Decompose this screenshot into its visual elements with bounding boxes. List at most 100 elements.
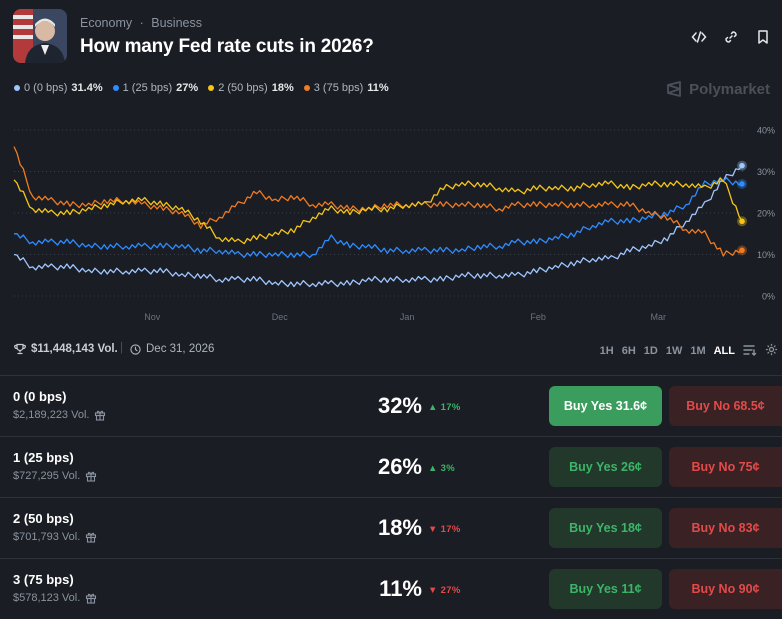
- series-end-dot: [739, 162, 745, 169]
- outcome-probability: 11%: [379, 576, 422, 601]
- gift-icon[interactable]: [94, 409, 106, 421]
- legend-pct: 27%: [176, 82, 199, 94]
- outcome-volume: $2,189,223 Vol.: [13, 409, 90, 421]
- breadcrumb-separator: ·: [139, 16, 144, 30]
- legend-item: 1 (25 bps) 27%: [112, 82, 199, 94]
- y-tick-label: 40%: [757, 126, 775, 136]
- settings-gear-icon[interactable]: [765, 343, 778, 359]
- outcome-row[interactable]: 0 (0 bps) $2,189,223 Vol. 32% ▲ 17% Buy …: [0, 375, 782, 436]
- outcome-row[interactable]: 2 (50 bps) $701,793 Vol. 18% ▼ 17% Buy Y…: [0, 497, 782, 558]
- legend-item: 0 (0 bps) 31.4%: [14, 82, 103, 94]
- buy-no-button[interactable]: Buy No 90¢: [669, 569, 782, 609]
- trophy-icon: [14, 343, 26, 355]
- end-date: Dec 31, 2026: [146, 343, 215, 355]
- arrow-up-icon: ▲: [428, 402, 438, 413]
- legend-item: 2 (50 bps) 18%: [208, 82, 294, 94]
- embed-code-icon[interactable]: [690, 28, 708, 46]
- change-value: 27%: [440, 585, 461, 596]
- range-1h[interactable]: 1H: [599, 345, 614, 357]
- x-tick-label: Mar: [651, 312, 667, 322]
- y-tick-label: 20%: [757, 209, 775, 219]
- time-range-selector: 1H 6H 1D 1W 1M ALL: [600, 343, 778, 359]
- bookmark-icon[interactable]: [754, 28, 772, 46]
- range-all[interactable]: ALL: [713, 345, 735, 357]
- outcome-name: 0 (0 bps): [13, 389, 67, 404]
- gift-icon[interactable]: [85, 531, 97, 543]
- buy-yes-button[interactable]: Buy Yes 11¢: [549, 569, 662, 609]
- series-end-dot: [739, 218, 745, 225]
- outcome-probability: 26%: [377, 454, 422, 479]
- page-title: How many Fed rate cuts in 2026?: [80, 36, 374, 57]
- total-volume: $11,448,143 Vol.: [31, 343, 118, 355]
- polymarket-watermark: Polymarket: [665, 80, 770, 98]
- series-line: [13, 177, 743, 245]
- buy-yes-button[interactable]: Buy Yes 31.6¢: [549, 386, 662, 426]
- outcome-row[interactable]: 1 (25 bps) $727,295 Vol. 26% ▲ 3% Buy Ye…: [0, 436, 782, 497]
- buy-no-button[interactable]: Buy No 83¢: [669, 508, 782, 548]
- change-value: 3%: [440, 463, 455, 474]
- range-6h[interactable]: 6H: [621, 345, 636, 357]
- outcome-change: ▼ 17%: [428, 524, 461, 535]
- buy-no-button[interactable]: Buy No 75¢: [669, 447, 782, 487]
- breadcrumb-business[interactable]: Business: [151, 16, 202, 30]
- range-1d[interactable]: 1D: [643, 345, 658, 357]
- market-avatar: [13, 9, 67, 63]
- outcome-volume: $727,295 Vol.: [13, 470, 81, 482]
- series-end-dot: [739, 247, 745, 254]
- range-1m[interactable]: 1M: [690, 345, 706, 357]
- change-value: 17%: [440, 402, 461, 413]
- polymarket-logo-icon: [667, 81, 682, 97]
- outcome-volume: $701,793 Vol.: [13, 531, 81, 543]
- breadcrumb-economy[interactable]: Economy: [80, 16, 133, 30]
- outcome-row[interactable]: 3 (75 bps) $578,123 Vol. 11% ▼ 27% Buy Y…: [0, 558, 782, 619]
- filter-lines-icon[interactable]: [743, 344, 757, 359]
- series-line: [13, 176, 743, 259]
- outcome-list: 0 (0 bps) $2,189,223 Vol. 32% ▲ 17% Buy …: [0, 375, 782, 619]
- outcome-probability: 18%: [377, 515, 422, 540]
- outcome-name: 2 (50 bps): [13, 511, 74, 526]
- range-1w[interactable]: 1W: [665, 345, 683, 357]
- outcome-change: ▼ 27%: [428, 585, 461, 596]
- clock-icon: [130, 343, 141, 355]
- series-line: [13, 165, 743, 288]
- legend-dot-icon: [14, 85, 20, 91]
- arrow-down-icon: ▼: [428, 585, 438, 596]
- legend-label: 0 (0 bps): [24, 82, 68, 94]
- legend-pct: 18%: [271, 82, 294, 94]
- meta-separator: |: [120, 342, 123, 354]
- outcome-change: ▲ 3%: [428, 463, 455, 474]
- legend-pct: 11%: [367, 82, 389, 94]
- outcome-name: 1 (25 bps): [13, 450, 74, 465]
- outcome-change: ▲ 17%: [428, 402, 461, 413]
- gift-icon[interactable]: [85, 592, 97, 604]
- x-tick-label: Nov: [144, 312, 161, 322]
- brand-name: Polymarket: [689, 80, 770, 98]
- x-tick-label: Dec: [272, 312, 289, 322]
- arrow-up-icon: ▲: [428, 463, 438, 474]
- legend-dot-icon: [208, 85, 215, 91]
- legend-label: 1 (25 bps): [122, 82, 173, 94]
- series-end-dot: [739, 181, 745, 187]
- legend-pct: 31.4%: [71, 82, 103, 94]
- breadcrumb: Economy · Business: [80, 16, 202, 30]
- legend-dot-icon: [112, 85, 119, 91]
- y-tick-label: 30%: [757, 167, 775, 177]
- legend-label: 2 (50 bps): [218, 82, 268, 94]
- x-tick-label: Jan: [400, 312, 415, 322]
- market-header: Economy · Business How many Fed rate cut…: [0, 0, 782, 80]
- outcome-probability: 32%: [377, 393, 422, 418]
- chart-legend: 0 (0 bps) 31.4% 1 (25 bps) 27% 2 (50 bps…: [14, 82, 389, 94]
- legend-item: 3 (75 bps) 11%: [303, 82, 389, 94]
- buy-yes-button[interactable]: Buy Yes 18¢: [549, 508, 662, 548]
- gift-icon[interactable]: [85, 470, 97, 482]
- link-icon[interactable]: [722, 28, 740, 46]
- buy-yes-button[interactable]: Buy Yes 26¢: [549, 447, 662, 487]
- y-tick-label: 0%: [762, 292, 775, 302]
- buy-no-button[interactable]: Buy No 68.5¢: [669, 386, 782, 426]
- series-line: [13, 146, 743, 257]
- outcome-volume: $578,123 Vol.: [13, 592, 81, 604]
- x-tick-label: Feb: [530, 312, 546, 322]
- outcome-name: 3 (75 bps): [13, 572, 74, 587]
- probability-chart[interactable]: 40% 30% 20% 10% 0% Nov Dec Jan Feb Mar: [0, 118, 782, 328]
- legend-label: 3 (75 bps): [313, 82, 364, 94]
